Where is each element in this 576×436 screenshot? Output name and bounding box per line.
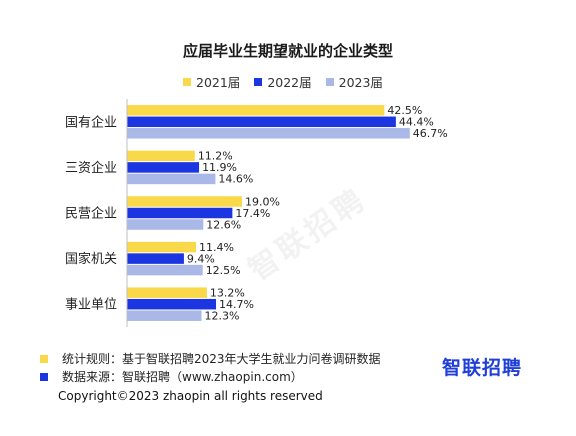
data-label-4-1: 14.7% [219, 298, 254, 311]
bar-chart: 国有企业 42.5%44.4%46.7% 三资企业 11.2%11.9%14.6% 民营… [65, 99, 448, 327]
bar-3-2 [127, 264, 203, 276]
bar-3-1 [127, 253, 184, 264]
bar-0-0 [127, 105, 385, 116]
legend-swatch-2021 [183, 77, 191, 86]
data-label-2-2: 12.6% [206, 218, 241, 231]
footnote-rule-text: 统计规则：基于智联招聘2023年大学生就业力问卷调研数据 [62, 352, 381, 366]
category-label-0: 国有企业 [65, 114, 117, 130]
chart-title: 应届毕业生期望就业的企业类型 [182, 42, 393, 60]
footnote-swatch-rule [40, 354, 48, 363]
category-label-1: 三资企业 [65, 160, 117, 176]
bar-2-0 [127, 196, 243, 207]
category-label-4: 事业单位 [65, 298, 117, 313]
bar-1-2 [127, 173, 216, 185]
legend-label-2022: 2022届 [267, 75, 312, 90]
copyright: Copyright©2023 zhaopin all rights reserv… [58, 389, 323, 403]
data-label-4-0: 13.2% [210, 286, 245, 299]
data-label-3-2: 12.5% [206, 264, 241, 277]
data-label-1-1: 11.9% [202, 161, 237, 174]
bar-4-0 [127, 287, 207, 298]
legend-label-2023: 2023届 [338, 75, 383, 90]
data-label-0-1: 44.4% [399, 116, 434, 129]
data-label-0-0: 42.5% [387, 104, 422, 117]
bar-4-1 [127, 298, 217, 310]
data-label-1-2: 14.6% [218, 173, 253, 186]
brand-logo: 智联招聘 [442, 357, 523, 379]
footnote-rule: 统计规则：基于智联招聘2023年大学生就业力问卷调研数据 [40, 350, 381, 367]
footnote-source-text: 数据来源：智联招聘（www.zhaopin.com） [62, 370, 303, 384]
legend-item-2021: 2021届 [183, 72, 240, 91]
data-label-3-0: 11.4% [199, 241, 234, 254]
footnote-swatch-source [40, 372, 48, 381]
bar-1-0 [127, 150, 195, 162]
bar-3-0 [127, 241, 197, 253]
bar-0-1 [127, 116, 396, 128]
bar-2-1 [127, 207, 233, 219]
category-label-2: 民营企业 [65, 206, 117, 222]
footnote-source: 数据来源：智联招聘（www.zhaopin.com） [40, 368, 303, 385]
bar-0-2 [127, 128, 410, 139]
legend-item-2022: 2022届 [254, 72, 312, 91]
legend-item-2023: 2023届 [325, 72, 383, 91]
data-label-2-0: 19.0% [245, 195, 280, 208]
data-label-2-1: 17.4% [235, 207, 270, 220]
data-label-3-1: 9.4% [187, 252, 215, 265]
data-label-4-2: 12.3% [204, 309, 239, 322]
data-label-0-2: 46.7% [413, 127, 448, 140]
bar-1-1 [127, 162, 200, 173]
chart-legend: 2021届 2022届 2023届 [183, 72, 383, 91]
category-label-3: 国家机关 [65, 251, 117, 267]
bar-2-2 [127, 219, 204, 230]
legend-label-2021: 2021届 [196, 75, 241, 90]
legend-swatch-2022 [254, 77, 263, 86]
bar-4-2 [127, 310, 202, 321]
data-label-1-0: 11.2% [198, 150, 233, 163]
legend-swatch-2023 [325, 77, 334, 86]
